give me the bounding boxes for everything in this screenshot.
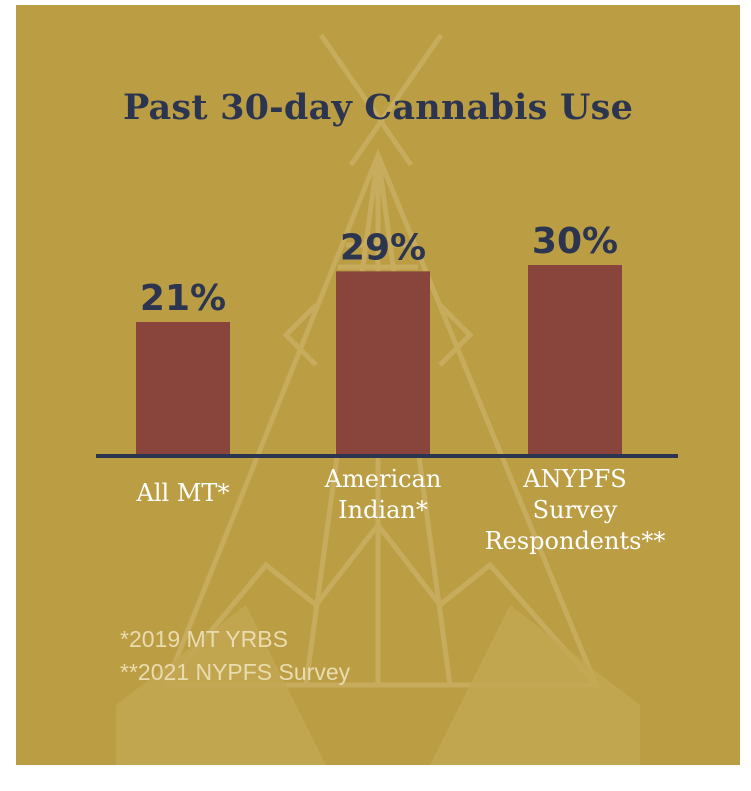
bar-1 — [136, 322, 230, 455]
category-label-2: American Indian* — [324, 465, 442, 524]
bar-3 — [528, 265, 622, 455]
footnotes: *2019 MT YRBS **2021 NYPFS Survey — [120, 623, 350, 689]
category-label-3: ANYPFS Survey Respondents** — [485, 465, 666, 555]
data-label-1: 21% — [140, 278, 226, 319]
footnote-nypfs: **2021 NYPFS Survey — [120, 659, 351, 685]
chart-title: Past 30-day Cannabis Use — [122, 87, 634, 128]
footnote-yrbs: *2019 MT YRBS — [120, 626, 288, 652]
bar-2 — [336, 271, 430, 455]
infographic-panel: Past 30-day Cannabis Use 21% All MT* 29% Am… — [16, 5, 740, 765]
category-label-1: All MT* — [136, 479, 230, 507]
data-label-2: 29% — [340, 227, 426, 268]
data-label-3: 30% — [532, 221, 618, 262]
bar-chart: 21% All MT* 29% American Indian* 30% ANYPFS Sur… — [96, 221, 678, 555]
